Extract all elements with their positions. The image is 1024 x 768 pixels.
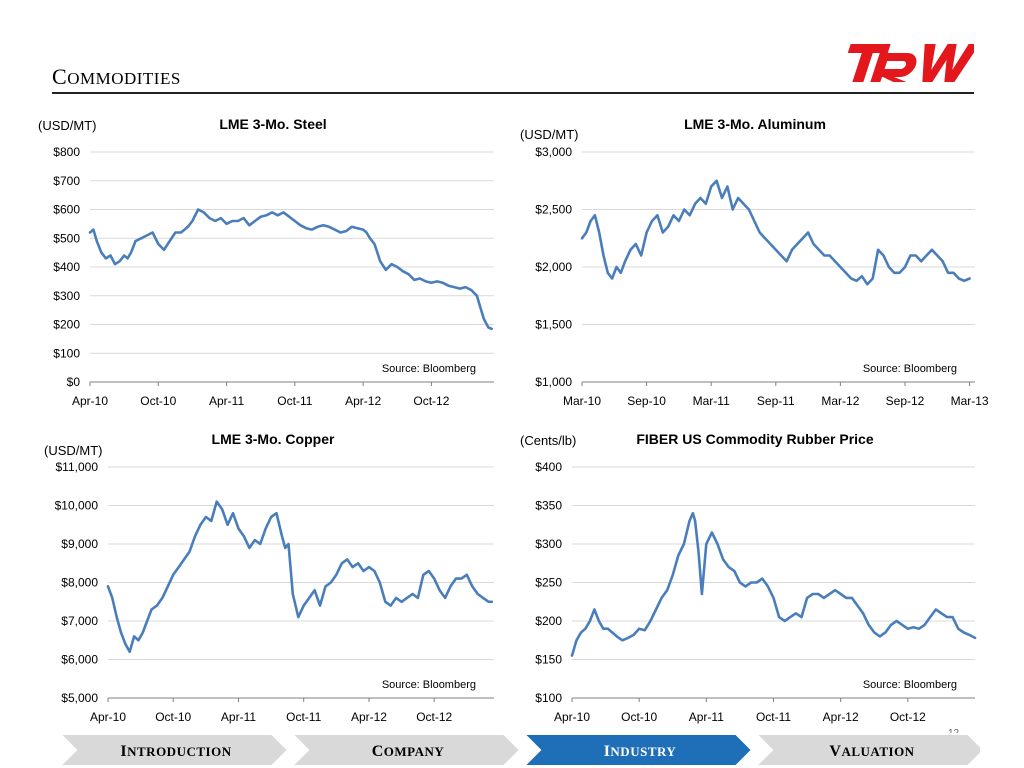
x-tick-label: Oct-11	[286, 710, 321, 724]
nav-label[interactable]: VALUATION	[829, 743, 914, 760]
source-label: Source: Bloomberg	[863, 679, 957, 691]
y-tick-label: $0	[67, 375, 81, 389]
y-tick-label: $100	[53, 346, 80, 360]
series-line	[88, 208, 493, 331]
y-tick-label: $1,000	[535, 375, 572, 389]
y-tick-label: $500	[53, 231, 80, 245]
nav-tab-company[interactable]: COMPANY	[289, 733, 522, 767]
x-tick-label: Apr-12	[823, 710, 859, 724]
series-line	[106, 500, 494, 654]
source-label: Source: Bloomberg	[382, 363, 476, 375]
x-tick-label: Apr-10	[90, 710, 126, 724]
y-tick-label: $3,000	[535, 145, 572, 159]
y-tick-label: $300	[53, 289, 80, 303]
y-tick-label: $350	[535, 499, 562, 513]
chart-title: FIBER US Commodity Rubber Price	[636, 431, 873, 447]
x-tick-label: Oct-11	[756, 710, 791, 724]
y-tick-label: $400	[535, 460, 562, 474]
nav-label[interactable]: COMPANY	[372, 743, 445, 760]
y-tick-label: $5,000	[61, 691, 98, 705]
y-tick-label: $400	[53, 260, 80, 274]
x-tick-label: Apr-10	[72, 394, 108, 408]
x-tick-label: Apr-12	[351, 710, 387, 724]
source-label: Source: Bloomberg	[863, 363, 957, 375]
x-tick-label: Apr-11	[209, 394, 244, 408]
x-tick-label: Oct-10	[140, 394, 176, 408]
y-tick-label: $200	[535, 614, 562, 628]
y-tick-label: $200	[53, 318, 80, 332]
y-tick-label: $150	[535, 653, 562, 667]
x-tick-label: Apr-10	[554, 710, 590, 724]
y-tick-label: $100	[535, 691, 562, 705]
nav-chevron[interactable]	[289, 733, 522, 767]
x-tick-label: Sep-10	[627, 394, 666, 408]
y-tick-label: $2,500	[535, 203, 572, 217]
y-tick-label: $8,000	[61, 576, 98, 590]
nav-chevron[interactable]	[521, 733, 754, 767]
nav-chevron[interactable]	[60, 733, 290, 767]
nav-chevron[interactable]	[753, 733, 980, 767]
x-tick-label: Apr-11	[221, 710, 256, 724]
chart-copper: LME 3-Mo. Copper (USD/MT) $5,000 $6,000 $7,0…	[44, 431, 494, 724]
chart-title: LME 3-Mo. Steel	[219, 116, 326, 132]
nav-tab-introduction[interactable]: INTRODUCTION	[60, 733, 290, 767]
nav-tab-industry[interactable]: INDUSTRY	[521, 733, 754, 767]
chart-title: LME 3-Mo. Aluminum	[684, 116, 826, 132]
x-tick-label: Mar-13	[951, 394, 989, 408]
nav-label[interactable]: INDUSTRY	[604, 743, 677, 760]
x-tick-label: Apr-11	[689, 710, 724, 724]
y-tick-label: $6,000	[61, 653, 98, 667]
y-tick-label: $10,000	[55, 499, 99, 513]
x-tick-label: Oct-11	[277, 394, 312, 408]
y-tick-label: $7,000	[61, 614, 98, 628]
x-tick-label: Mar-12	[821, 394, 859, 408]
y-tick-label: $300	[535, 537, 562, 551]
y-tick-label: $9,000	[61, 537, 98, 551]
unit-label: (USD/MT)	[44, 443, 103, 458]
nav-label[interactable]: INTRODUCTION	[120, 743, 231, 760]
y-tick-label: $600	[53, 203, 80, 217]
y-tick-label: $11,000	[56, 460, 99, 474]
unit-label: (USD/MT)	[38, 118, 97, 133]
chart-steel: LME 3-Mo. Steel (USD/MT) $0 $100 $200 $300 $40…	[38, 116, 494, 408]
trw-logo	[847, 44, 974, 82]
y-tick-label: $1,500	[535, 318, 572, 332]
unit-label: (Cents/lb)	[520, 433, 576, 448]
x-tick-label: Oct-10	[155, 710, 191, 724]
title-divider	[52, 92, 974, 94]
x-tick-label: Apr-12	[345, 394, 381, 408]
x-tick-label: Oct-12	[413, 394, 449, 408]
section-nav: INTRODUCTION COMPANY INDUSTRY VALUATION	[60, 733, 980, 767]
source-label: Source: Bloomberg	[382, 679, 476, 691]
y-tick-label: $250	[535, 576, 562, 590]
x-tick-label: Sep-12	[886, 394, 925, 408]
x-tick-label: Mar-10	[563, 394, 601, 408]
y-tick-label: $800	[53, 145, 80, 159]
chart-title: LME 3-Mo. Copper	[212, 431, 335, 447]
nav-tab-valuation[interactable]: VALUATION	[753, 733, 980, 767]
x-tick-label: Oct-10	[621, 710, 657, 724]
x-tick-label: Sep-11	[757, 394, 795, 408]
y-tick-label: $700	[53, 174, 80, 188]
y-tick-label: $2,000	[535, 260, 572, 274]
chart-rubber: FIBER US Commodity Rubber Price (Cents/lb…	[520, 431, 977, 724]
unit-label: (USD/MT)	[520, 127, 579, 142]
x-tick-label: Mar-11	[693, 394, 730, 408]
chart-aluminum: LME 3-Mo. Aluminum (USD/MT) $1,000 $1,500 $2…	[520, 116, 989, 408]
series-line	[580, 179, 971, 286]
x-tick-label: Oct-12	[416, 710, 452, 724]
page-title: COMMODITIES	[52, 64, 181, 89]
series-line	[570, 511, 977, 657]
x-tick-label: Oct-12	[890, 710, 926, 724]
